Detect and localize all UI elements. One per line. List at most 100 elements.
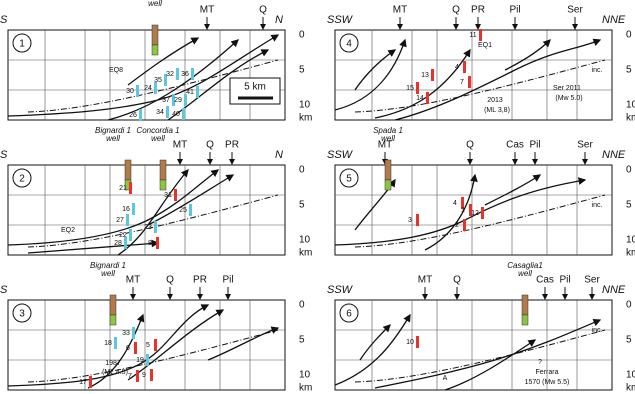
event-label: (Mw 5.0): [555, 95, 582, 102]
fault-trace: [354, 49, 397, 91]
sample-bar: [431, 69, 434, 81]
event-label: Ser 2011: [553, 85, 581, 92]
depth-label: 0: [626, 165, 632, 176]
sample-bar: [166, 106, 169, 118]
sample-bar: [461, 197, 464, 209]
event-label: (ML 4.5): [102, 369, 128, 376]
depth-label: 0: [299, 30, 305, 41]
direction-left: S: [0, 14, 8, 26]
fault-trace: [359, 324, 391, 361]
sample-bar: [463, 61, 466, 73]
fault-trace: [7, 169, 220, 246]
sample-number: 7: [460, 79, 464, 86]
fault-trace: [87, 313, 145, 389]
well-label: Spada 1: [373, 126, 403, 135]
fault-trace: [167, 49, 270, 121]
fault-label: Ser: [584, 275, 600, 286]
sample-number: 31: [164, 192, 172, 199]
sample-number: 15: [406, 85, 414, 92]
event-label: A: [443, 375, 448, 382]
well-column: [124, 159, 132, 181]
sample-number: 25: [179, 207, 187, 214]
sample-bar: [89, 376, 92, 388]
sample-bar: [114, 337, 117, 349]
panel: 1SN0510kmMTQCavone1well30243532363729412…: [0, 0, 312, 124]
well-label: well: [101, 269, 115, 278]
sample-bar: [136, 370, 139, 382]
sample-bar: [182, 108, 185, 120]
well-column: [159, 179, 167, 191]
fault-label: PR: [225, 140, 239, 151]
direction-left: SSW: [327, 14, 354, 26]
event-label: inc.: [592, 327, 603, 334]
well-label: Concordia 1: [136, 126, 179, 135]
depth-label: km: [299, 113, 312, 124]
depth-label: 0: [626, 300, 632, 311]
sample-number: 19: [136, 357, 144, 364]
event-label: 1987: [105, 360, 121, 367]
depth-label: 5: [626, 65, 632, 76]
sample-number: 5: [146, 342, 150, 349]
detachment: [354, 59, 606, 113]
sample-bar: [479, 29, 482, 41]
sample-bar: [176, 68, 179, 80]
panel-badge: [339, 33, 359, 53]
sample-bar: [156, 237, 159, 249]
sample-number: 16: [122, 206, 130, 213]
depth-label: 0: [299, 300, 305, 311]
sample-number: 18: [104, 340, 112, 347]
sample-bar: [189, 204, 192, 216]
sample-bar: [139, 109, 142, 121]
sample-number: 12: [471, 210, 479, 217]
fault-trace: [484, 174, 542, 206]
direction-left: S: [0, 284, 8, 296]
fault-trace: [504, 39, 551, 71]
fault-trace: [27, 239, 160, 254]
depth-label: km: [299, 383, 312, 394]
fault-label: Q: [452, 5, 460, 16]
panel-frame: [7, 164, 286, 256]
well-column: [109, 314, 117, 326]
sample-number: 7: [128, 373, 132, 380]
event-label: inc.: [592, 67, 603, 74]
detachment: [354, 194, 606, 248]
sample-number: 29: [174, 97, 182, 104]
well-column: [109, 294, 117, 316]
fault-trace: [107, 39, 239, 121]
depth-label: 5: [299, 335, 305, 346]
direction-right: NNE: [602, 14, 626, 26]
well-label: well: [518, 269, 532, 278]
sample-number: 17: [79, 379, 87, 386]
well-label: well: [148, 0, 162, 8]
sample-number: 10: [406, 339, 414, 346]
sample-bar: [132, 327, 135, 339]
event-label: EQ8: [109, 67, 123, 74]
sample-number: 8: [148, 240, 152, 247]
fault-label: Pil: [529, 140, 540, 151]
depth-label: 0: [299, 165, 305, 176]
fault-trace: [444, 339, 537, 391]
well-label: well: [106, 134, 120, 143]
fault-label: Ser: [577, 140, 593, 151]
depth-label: 5: [626, 200, 632, 211]
scale-label: 5 km: [244, 82, 266, 93]
fault-trace: [354, 178, 396, 231]
depth-label: km: [299, 248, 312, 259]
sample-bar: [134, 342, 137, 354]
fault-trace: [147, 174, 235, 226]
sample-bar: [468, 76, 471, 88]
sample-number: 33: [122, 330, 130, 337]
fault-trace: [394, 38, 602, 121]
sample-number: 32: [166, 71, 174, 78]
well-column: [384, 179, 392, 191]
fault-label: Q: [259, 5, 267, 16]
fault-trace: [334, 313, 411, 386]
panel-frame: [334, 299, 613, 391]
fault-trace: [424, 173, 478, 251]
event-label: Ferrara: [536, 369, 559, 376]
direction-left: SSW: [327, 149, 354, 161]
